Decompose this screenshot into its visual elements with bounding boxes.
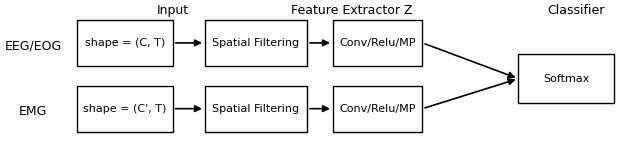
Text: shape = (C, T): shape = (C, T) (84, 38, 165, 48)
Text: Conv/Relu/MP: Conv/Relu/MP (339, 38, 416, 48)
Text: Spatial Filtering: Spatial Filtering (212, 104, 300, 114)
Text: EMG: EMG (19, 105, 47, 118)
Text: shape = (C', T): shape = (C', T) (83, 104, 166, 114)
Bar (77, 86, 173, 132)
Bar (205, 86, 307, 132)
Text: Softmax: Softmax (543, 74, 589, 84)
Text: Classifier: Classifier (547, 4, 605, 17)
Text: Spatial Filtering: Spatial Filtering (212, 38, 300, 48)
Text: Feature Extractor Z: Feature Extractor Z (291, 4, 413, 17)
Bar (77, 20, 173, 66)
Bar (333, 86, 422, 132)
Bar (333, 20, 422, 66)
Bar (205, 20, 307, 66)
Bar (518, 54, 614, 103)
Text: Input: Input (157, 4, 189, 17)
Text: Conv/Relu/MP: Conv/Relu/MP (339, 104, 416, 114)
Text: EEG/EOG: EEG/EOG (4, 39, 62, 52)
